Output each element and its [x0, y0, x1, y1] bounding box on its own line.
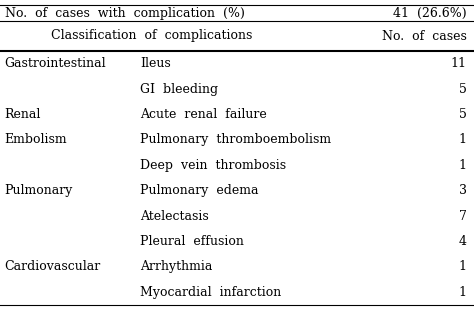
Text: 5: 5: [459, 83, 467, 95]
Text: Pulmonary: Pulmonary: [5, 184, 73, 197]
Text: 11: 11: [451, 57, 467, 70]
Text: Deep  vein  thrombosis: Deep vein thrombosis: [140, 159, 286, 172]
Text: 1: 1: [459, 133, 467, 146]
Text: Classification  of  complications: Classification of complications: [51, 29, 252, 43]
Text: 1: 1: [459, 260, 467, 273]
Text: Acute  renal  failure: Acute renal failure: [140, 108, 266, 121]
Text: Ileus: Ileus: [140, 57, 171, 70]
Text: Embolism: Embolism: [5, 133, 67, 146]
Text: 41  (26.6%): 41 (26.6%): [393, 7, 467, 19]
Text: 1: 1: [459, 286, 467, 299]
Text: 1: 1: [459, 159, 467, 172]
Text: Atelectasis: Atelectasis: [140, 210, 209, 223]
Text: No.  of  cases: No. of cases: [382, 29, 467, 43]
Text: 5: 5: [459, 108, 467, 121]
Text: 4: 4: [459, 235, 467, 248]
Text: 3: 3: [459, 184, 467, 197]
Text: Pulmonary  edema: Pulmonary edema: [140, 184, 258, 197]
Text: GI  bleeding: GI bleeding: [140, 83, 218, 95]
Text: Cardiovascular: Cardiovascular: [5, 260, 101, 273]
Text: Pleural  effusion: Pleural effusion: [140, 235, 244, 248]
Text: No.  of  cases  with  complication  (%): No. of cases with complication (%): [5, 7, 245, 19]
Text: Pulmonary  thromboembolism: Pulmonary thromboembolism: [140, 133, 331, 146]
Text: 7: 7: [459, 210, 467, 223]
Text: Renal: Renal: [5, 108, 41, 121]
Text: Arrhythmia: Arrhythmia: [140, 260, 212, 273]
Text: Myocardial  infarction: Myocardial infarction: [140, 286, 281, 299]
Text: Gastrointestinal: Gastrointestinal: [5, 57, 106, 70]
